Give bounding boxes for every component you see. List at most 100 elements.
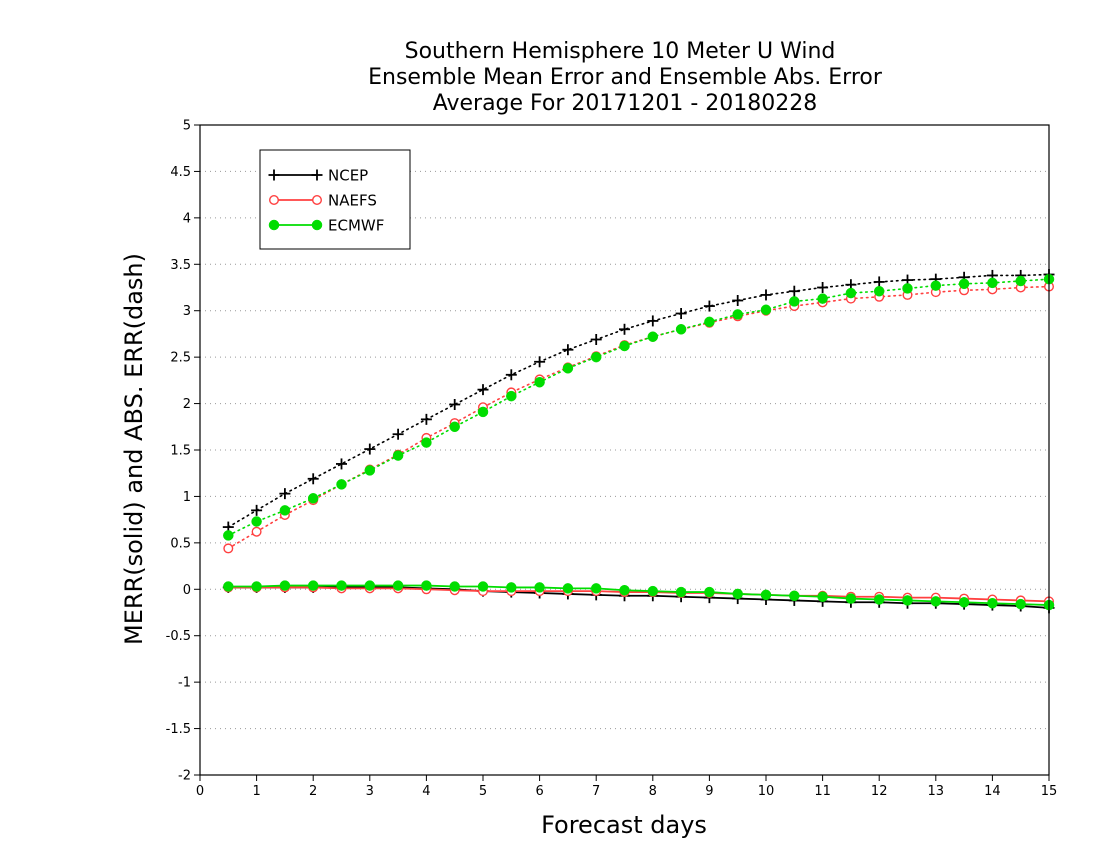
data-point-ecmwf-abs-error xyxy=(336,479,347,490)
data-point-ecmwf-abs-error xyxy=(307,493,319,504)
y-tick-label: 4 xyxy=(183,211,191,226)
x-tick-label: 2 xyxy=(309,784,317,799)
legend-marker-naefs xyxy=(269,194,280,205)
data-point-ecmwf-abs-error xyxy=(562,363,574,374)
x-tick-label: 5 xyxy=(479,784,487,799)
data-point-ecmwf-mean-error xyxy=(845,593,857,604)
y-tick-label: 3 xyxy=(183,304,191,319)
data-point-ecmwf-mean-error xyxy=(902,595,913,606)
x-tick-label: 15 xyxy=(1041,784,1058,799)
data-point-ecmwf-mean-error xyxy=(987,597,998,609)
x-tick-label: 4 xyxy=(422,784,430,799)
legend-marker-naefs xyxy=(312,194,323,205)
data-point-ecmwf-mean-error xyxy=(590,583,602,594)
y-tick-label: 3.5 xyxy=(170,258,191,273)
data-point-ncep-abs-error xyxy=(307,473,319,485)
x-tick-label: 10 xyxy=(758,784,775,799)
data-point-ecmwf-abs-error xyxy=(647,331,659,342)
legend-item-ncep: NCEP xyxy=(268,167,368,185)
data-point-ncep-abs-error xyxy=(364,443,376,455)
data-point-ecmwf-abs-error xyxy=(534,376,545,388)
x-tick-label: 11 xyxy=(814,784,831,799)
series-line-ncep-abs-error xyxy=(227,273,1050,528)
data-point-ncep-abs-error xyxy=(562,344,574,356)
data-point-ncep-abs-error xyxy=(817,282,829,293)
legend-marker-ecmwf xyxy=(268,219,280,231)
data-point-ecmwf-abs-error xyxy=(1015,275,1026,287)
data-point-ecmwf-mean-error xyxy=(817,591,828,602)
chart-title-line-3: Average For 20171201 - 20180228 xyxy=(433,91,818,116)
y-tick-label: 4.5 xyxy=(170,165,191,180)
data-point-ncep-abs-error xyxy=(760,289,772,301)
data-point-ncep-abs-error xyxy=(505,369,517,381)
data-point-ecmwf-mean-error xyxy=(477,581,489,592)
legend: NCEP NAEFS ECMWF xyxy=(259,149,411,250)
data-point-ecmwf-mean-error xyxy=(760,589,772,601)
data-point-ecmwf-abs-error xyxy=(364,465,376,476)
data-point-ecmwf-mean-error xyxy=(392,580,404,591)
data-point-ecmwf-abs-error xyxy=(732,309,743,320)
data-point-ecmwf-abs-error xyxy=(760,304,772,316)
data-point-ecmwf-mean-error xyxy=(647,585,659,597)
data-point-ecmwf-abs-error xyxy=(704,316,715,328)
data-point-ncep-abs-error xyxy=(392,428,404,440)
series-ecmwf xyxy=(223,273,1055,611)
chart-title-line-2: Ensemble Mean Error and Ensemble Abs. Er… xyxy=(368,65,883,90)
data-point-ecmwf-abs-error xyxy=(251,516,262,527)
legend-label-ncep: NCEP xyxy=(328,167,368,185)
y-tick-label: 0 xyxy=(183,583,191,598)
y-axis: 5 4.5 4 3.5 3 2.5 2 1.5 1 0.5 0 -0.5 -1 -1.5 -2 xyxy=(166,119,200,784)
legend-item-ecmwf: ECMWF xyxy=(268,217,384,235)
data-point-ncep-abs-error xyxy=(251,504,263,516)
y-tick-label: 0.5 xyxy=(170,536,191,551)
data-point-ncep-abs-error xyxy=(788,285,800,297)
data-point-ecmwf-abs-error xyxy=(477,406,489,418)
chart-title-line-1: Southern Hemisphere 10 Meter U Wind xyxy=(405,39,836,64)
x-tick-label: 14 xyxy=(984,784,1001,799)
x-tick-label: 8 xyxy=(649,784,657,799)
y-tick-label: 1 xyxy=(183,490,191,505)
y-tick-label: 1.5 xyxy=(170,444,191,459)
data-point-ecmwf-mean-error xyxy=(619,584,630,596)
legend-item-naefs: NAEFS xyxy=(269,192,377,210)
legend-marker-ncep xyxy=(311,169,323,181)
data-point-ecmwf-abs-error xyxy=(675,324,687,335)
data-point-ecmwf-mean-error xyxy=(958,597,970,608)
data-point-ncep-abs-error xyxy=(449,399,461,410)
series-ncep xyxy=(222,269,1055,614)
data-point-ncep-abs-error xyxy=(675,308,687,319)
data-point-ecmwf-mean-error xyxy=(789,590,800,602)
legend-label-naefs: NAEFS xyxy=(328,192,377,210)
data-point-ecmwf-abs-error xyxy=(845,287,857,299)
data-point-ecmwf-mean-error xyxy=(534,582,545,593)
y-tick-label: 5 xyxy=(183,119,191,134)
data-point-ecmwf-mean-error xyxy=(336,580,347,591)
x-tick-label: 9 xyxy=(705,784,713,799)
data-point-ecmwf-mean-error xyxy=(251,581,262,592)
x-tick-label: 7 xyxy=(592,784,600,799)
data-point-ecmwf-mean-error xyxy=(732,588,743,600)
data-point-ecmwf-mean-error xyxy=(449,581,460,592)
legend-marker-ecmwf xyxy=(311,219,323,231)
series-layer xyxy=(222,269,1055,614)
x-axis-label: Forecast days xyxy=(541,811,707,839)
y-axis-label: MERR(solid) and ABS. ERR(dash) xyxy=(120,253,148,645)
data-point-ncep-abs-error xyxy=(619,323,630,335)
x-tick-label: 13 xyxy=(928,784,945,799)
data-point-ecmwf-mean-error xyxy=(930,596,942,607)
y-tick-label: -1 xyxy=(178,676,191,691)
data-point-ncep-abs-error xyxy=(590,334,602,345)
data-point-ecmwf-mean-error xyxy=(421,580,432,591)
data-point-ecmwf-mean-error xyxy=(562,583,574,594)
data-point-ecmwf-abs-error xyxy=(958,278,970,290)
data-point-ecmwf-abs-error xyxy=(987,277,998,289)
chart-title: Southern Hemisphere 10 Meter U Wind Ense… xyxy=(368,39,883,116)
y-tick-label: 2.5 xyxy=(170,351,191,366)
x-tick-label: 6 xyxy=(535,784,543,799)
data-point-ecmwf-mean-error xyxy=(704,586,715,598)
data-point-ecmwf-abs-error xyxy=(590,351,602,363)
data-point-ecmwf-mean-error xyxy=(364,580,376,591)
data-point-ncep-abs-error xyxy=(732,295,744,306)
data-point-ecmwf-abs-error xyxy=(449,421,460,433)
